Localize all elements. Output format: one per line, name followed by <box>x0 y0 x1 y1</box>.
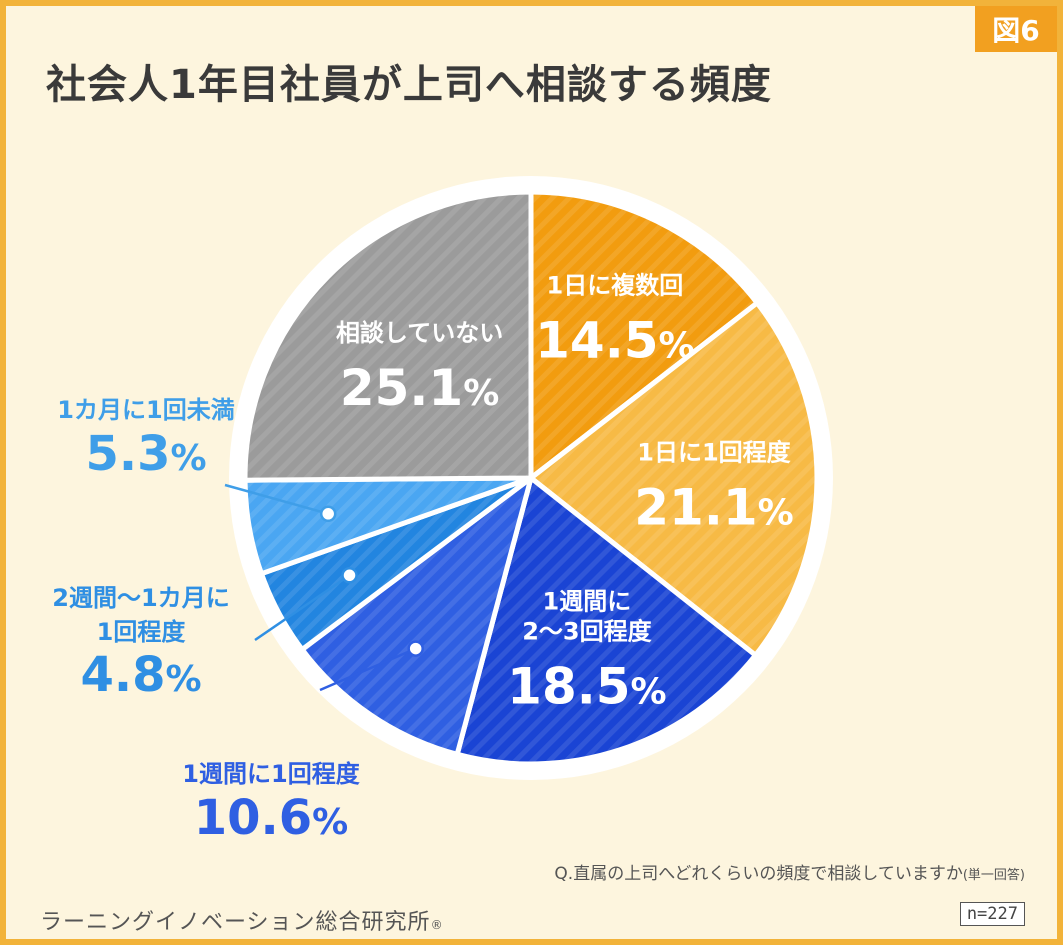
slice-4-leader-dot <box>407 640 424 657</box>
slice-4-leader-line <box>319 647 417 692</box>
label-weekly-once-value: 10.6% <box>193 789 349 846</box>
slice-3-label-line: 2〜3回程度 <box>522 617 652 645</box>
slice-2-value-label: 21.1% <box>634 479 793 537</box>
slice-1-texture <box>531 192 758 478</box>
slice-6-leader-line <box>224 483 329 515</box>
label-monthly-less: 1カ月に1回未満 5.3% <box>26 394 266 480</box>
chart-title: 社会人1年目社員が上司へ相談する頻度 <box>46 62 772 108</box>
organization-name: ラーニングイノベーション総合研究所® <box>40 904 444 936</box>
slice-1-value-label: 14.5% <box>535 311 694 369</box>
registered-mark: ® <box>430 918 444 932</box>
label-weekly-once: 1週間に1回程度 10.6% <box>146 758 396 844</box>
label-weekly-once-category: 1週間に1回程度 <box>182 760 360 788</box>
slice-4-texture <box>302 478 531 755</box>
slice-2-label-line: 1日に1回程度 <box>637 439 791 467</box>
slice-5-leader-line <box>254 574 351 642</box>
slice-2-texture <box>531 302 817 656</box>
organization-text: ラーニングイノベーション総合研究所 <box>40 910 431 935</box>
survey-question: Q.直属の上司へどれくらいの頻度で相談していますか(単一回答) <box>554 859 1025 884</box>
survey-question-note: (単一回答) <box>962 868 1025 883</box>
sample-size: n=227 <box>959 902 1025 926</box>
survey-question-text: Q.直属の上司へどれくらいの頻度で相談していますか <box>554 864 963 884</box>
slice-6-leader-dot <box>319 505 337 523</box>
label-monthly-less-value: 5.3% <box>85 425 207 482</box>
label-biweekly-monthly-line2: 1回程度 <box>96 617 186 646</box>
label-biweekly-monthly-line1: 2週間〜1カ月に <box>52 584 230 612</box>
outside-value-number: 5.3 <box>85 425 171 482</box>
slice-3-value-label: 18.5% <box>507 657 666 715</box>
slice-1-label-line: 1日に複数回 <box>547 271 684 299</box>
outside-value-number: 10.6 <box>193 789 313 846</box>
slice-3-label-line: 1週間に <box>543 587 632 615</box>
label-biweekly-monthly-value: 4.8% <box>80 647 202 704</box>
slice-6-texture <box>245 478 531 574</box>
outside-value-number: 4.8 <box>80 647 166 704</box>
slice-5-leader-dot <box>341 567 358 584</box>
label-biweekly-monthly: 2週間〜1カ月に 1回程度 4.8% <box>16 582 266 702</box>
figure-badge: 図6 <box>975 6 1057 52</box>
label-monthly-less-category: 1カ月に1回未満 <box>57 396 235 424</box>
slice-5-texture <box>261 478 531 650</box>
slice-7-texture <box>245 192 531 481</box>
slice-7-value-label: 25.1% <box>340 359 499 417</box>
slice-3-texture <box>457 478 756 764</box>
slice-7-label-line: 相談していない <box>336 319 503 347</box>
